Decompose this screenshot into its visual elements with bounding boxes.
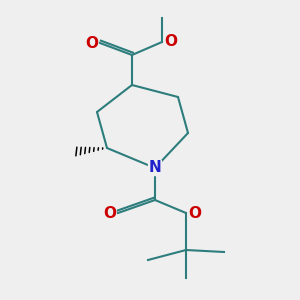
- Text: O: O: [188, 206, 201, 220]
- Text: N: N: [148, 160, 161, 175]
- Text: O: O: [103, 206, 116, 220]
- Text: O: O: [85, 35, 98, 50]
- Text: O: O: [164, 34, 177, 50]
